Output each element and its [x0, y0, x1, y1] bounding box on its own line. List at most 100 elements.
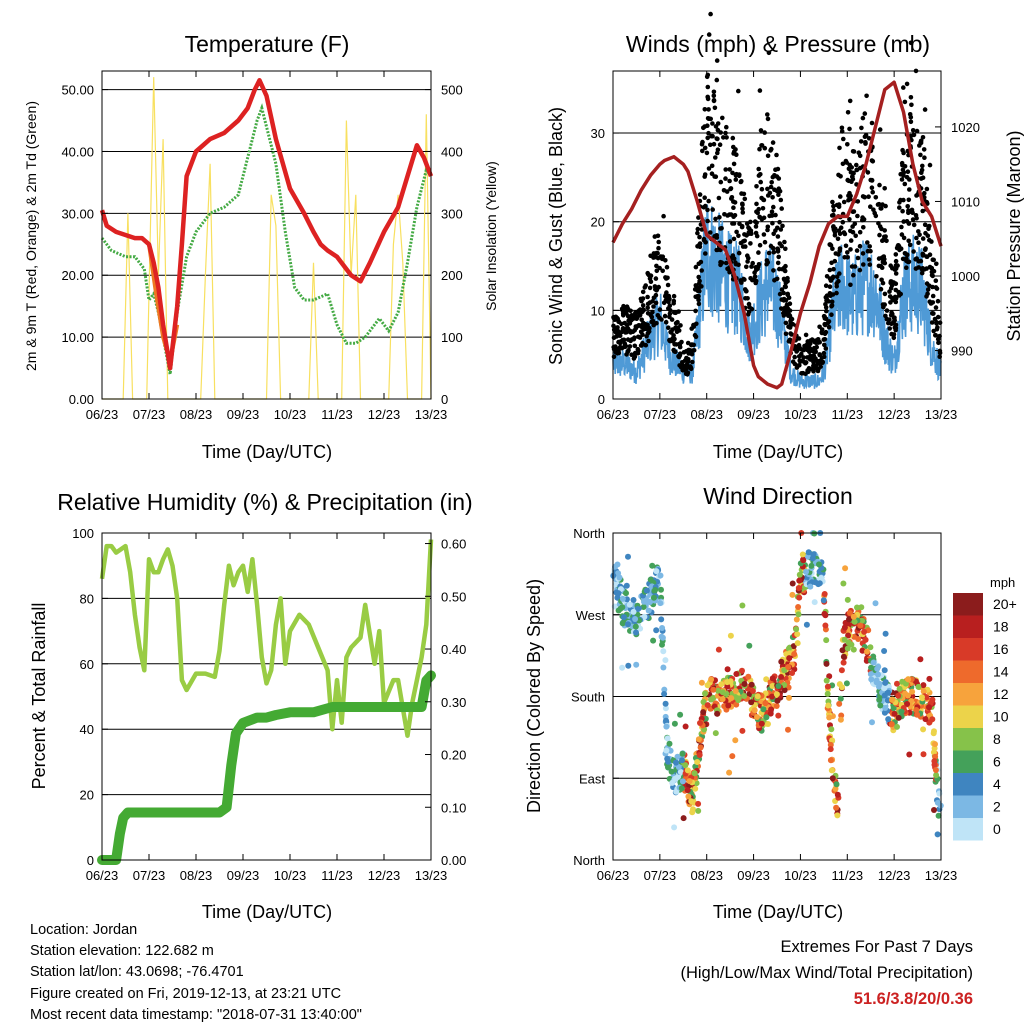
direction-xtick-label: 07/23 — [644, 868, 677, 883]
gust-point — [695, 226, 701, 232]
direction-point — [933, 772, 940, 779]
direction-point — [876, 696, 883, 703]
gust-point — [660, 254, 666, 259]
winds-xtick-label: 11/23 — [831, 407, 863, 422]
precip-y2tick-label: 0.00 — [441, 853, 466, 868]
gust-point — [752, 219, 758, 224]
gust-point — [919, 170, 924, 175]
gust-point — [776, 192, 781, 197]
gust-point — [652, 254, 657, 260]
gust-point — [734, 152, 739, 157]
direction-point — [697, 744, 704, 751]
gust-point — [739, 178, 744, 184]
gust-point — [882, 302, 887, 307]
direction-point — [932, 753, 939, 760]
gust-point — [860, 251, 866, 256]
gust-point — [783, 246, 788, 252]
humidity-ytick-label: 100 — [72, 526, 94, 541]
humidity-x-label: Time (Day/UTC) — [202, 902, 332, 922]
direction-point — [702, 690, 708, 697]
gust-point — [732, 200, 738, 205]
gust-point — [728, 186, 733, 192]
gust-point — [797, 359, 803, 364]
gust-point — [909, 102, 914, 108]
direction-point — [828, 726, 835, 733]
gust-point — [781, 290, 786, 296]
gust-point — [640, 289, 646, 295]
gust-point — [641, 327, 646, 332]
direction-point — [773, 703, 780, 709]
gust-point — [891, 335, 897, 341]
gust-point — [862, 134, 868, 139]
gust-point — [721, 135, 726, 140]
direction-point — [682, 723, 689, 730]
gust-point — [625, 337, 631, 342]
gust-point — [663, 319, 669, 325]
gust-point — [858, 139, 864, 144]
direction-point — [727, 678, 734, 685]
direction-point — [662, 700, 669, 707]
gust-point — [713, 216, 718, 222]
direction-point — [768, 706, 775, 713]
gust-point — [919, 270, 925, 276]
direction-point — [684, 767, 691, 774]
gust-point — [758, 179, 763, 185]
gust-point — [705, 72, 711, 78]
gust-point — [799, 371, 804, 376]
direction-point — [805, 549, 812, 556]
gust-point — [709, 163, 715, 169]
gust-point — [773, 167, 778, 172]
gust-point — [766, 250, 772, 256]
winds-frame — [612, 70, 942, 400]
gust-point — [868, 248, 873, 254]
humidity-ytick-label: 60 — [80, 657, 94, 672]
gust-point — [901, 197, 906, 203]
direction-point — [846, 610, 853, 616]
gust-point — [776, 176, 782, 181]
gust-point — [624, 311, 629, 316]
gust-point — [653, 287, 658, 292]
direction-point — [778, 674, 785, 680]
direction-point — [749, 688, 756, 694]
precip-y2tick-label: 0.40 — [441, 642, 466, 657]
direction-point — [657, 572, 664, 579]
gust-point — [908, 40, 914, 46]
gust-point — [643, 342, 649, 348]
gust-point — [847, 217, 852, 222]
gust-point — [632, 343, 638, 349]
pressure-y2tick-label: 1010 — [951, 194, 980, 209]
gust-point — [722, 212, 727, 217]
gust-point — [694, 321, 699, 327]
direction-point — [658, 616, 665, 623]
gust-point — [705, 218, 710, 224]
gust-point — [693, 264, 699, 270]
gust-point — [906, 210, 911, 216]
gust-point — [692, 332, 698, 338]
gust-point — [935, 298, 941, 304]
direction-point — [728, 695, 735, 702]
direction-point — [807, 583, 814, 590]
direction-point — [891, 710, 898, 717]
gust-point — [822, 342, 827, 348]
legend-swatch — [953, 705, 983, 728]
gust-point — [629, 337, 635, 342]
direction-point — [773, 691, 780, 698]
direction-point — [829, 737, 836, 744]
direction-point — [844, 645, 851, 652]
gust-point — [848, 282, 853, 288]
humidity-xtick-label: 13/23 — [415, 868, 448, 883]
gust-point — [911, 249, 916, 254]
gust-point — [833, 251, 839, 256]
gust-point — [841, 199, 847, 205]
temperature-xtick-label: 08/23 — [180, 407, 213, 422]
wind-direction-x-label: Time (Day/UTC) — [713, 902, 843, 922]
gust-point — [916, 229, 921, 234]
direction-point — [838, 712, 845, 719]
direction-point — [821, 610, 828, 617]
direction-point — [898, 708, 905, 715]
gust-point — [845, 110, 851, 115]
direction-point — [665, 758, 672, 765]
gust-point — [768, 243, 774, 249]
direction-point — [615, 590, 622, 597]
gust-point — [770, 195, 775, 200]
